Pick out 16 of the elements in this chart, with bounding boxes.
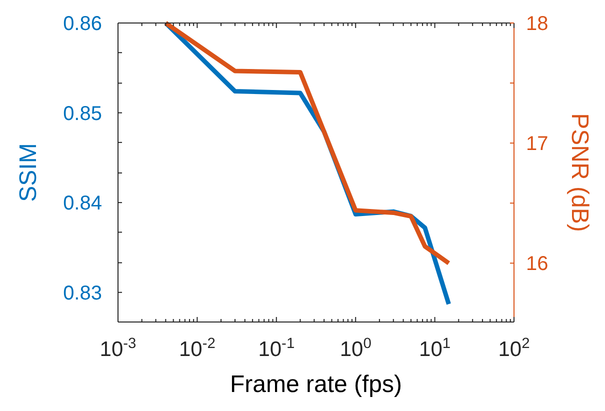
x-tick-label: 10$^{-1}$ <box>258 336 295 361</box>
x-tick-label: 10$^{0}$ <box>340 336 372 361</box>
y2-axis-title: PSNR (dB) <box>566 113 593 232</box>
y-axis-title: SSIM <box>15 143 42 202</box>
y-tick-label: 0.86 <box>63 13 102 35</box>
x-axis-title: Frame rate (fps) <box>230 371 402 398</box>
x-tick-label: 10$^{-3}$ <box>100 336 136 361</box>
y2-tick-label: 18 <box>526 13 548 35</box>
y-tick-label: 0.85 <box>63 102 102 125</box>
y2-tick-label: 16 <box>526 253 548 276</box>
y-tick-label: 0.83 <box>63 282 102 304</box>
y-tick-label: 0.84 <box>63 192 102 215</box>
x-tick-label: 10$^{-2}$ <box>178 336 216 361</box>
y2-tick-label: 17 <box>526 133 548 156</box>
x-tick-label: 10$^{1}$ <box>419 336 451 361</box>
x-tick-label: 10$^{2}$ <box>498 336 530 361</box>
